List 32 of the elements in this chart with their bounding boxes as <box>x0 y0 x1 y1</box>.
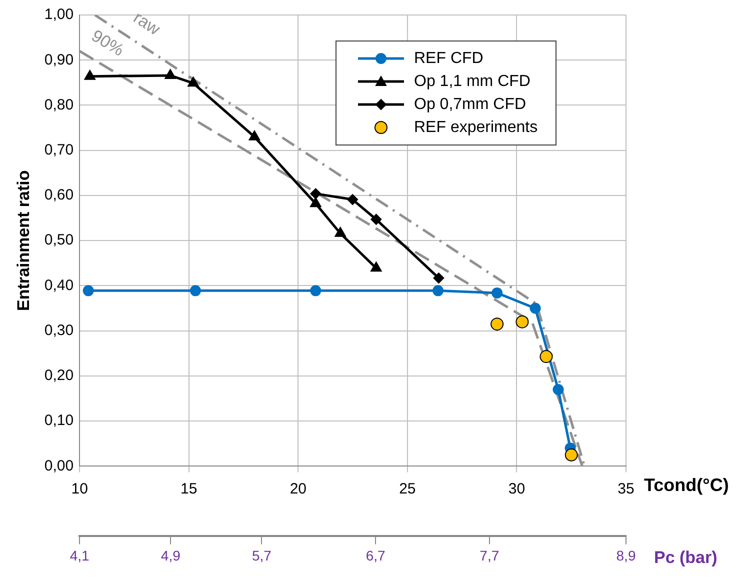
x2-tick-label: 4,9 <box>160 547 181 564</box>
legend-label: Op 0,7mm CFD <box>414 96 526 113</box>
legend-label: Op 1,1 mm CFD <box>414 72 530 90</box>
text: 90% <box>88 26 128 60</box>
x2-tick-label: 6,7 <box>366 547 386 564</box>
y-tick-label: 0,10 <box>44 412 74 430</box>
x-axis-title: Tcond(°C) <box>644 475 729 496</box>
x2-tick-label: 5,7 <box>252 547 272 564</box>
x-tick-label: 15 <box>180 480 198 498</box>
y-tick-label: 1,00 <box>44 6 74 24</box>
x2-axis-title: Pc (bar) <box>654 548 718 567</box>
x2-tick-label: 7,7 <box>480 547 500 564</box>
x2-tick-label: 4,1 <box>70 547 90 564</box>
y-tick-label: 0,20 <box>44 367 74 384</box>
legend-label: REF CFD <box>414 50 484 67</box>
y-tick-label: 0,50 <box>44 232 74 249</box>
x-tick-label: 10 <box>71 480 88 498</box>
legend-label: REF experiments <box>414 118 538 136</box>
text: raw <box>130 8 164 40</box>
x-tick-label: 30 <box>508 480 526 498</box>
y-tick-label: 0,80 <box>44 96 74 114</box>
y-tick-label: 0,90 <box>44 51 74 68</box>
y-axis-title: Entrainment ratio <box>14 170 33 311</box>
y-tick-label: 0,60 <box>44 186 74 204</box>
y-tick-label: 0,30 <box>44 322 74 339</box>
y-tick-label: 0,40 <box>44 276 74 294</box>
x-tick-label: 35 <box>618 480 634 498</box>
y-tick-label: 0,70 <box>44 142 74 158</box>
x-tick-label: 25 <box>399 480 416 498</box>
x-tick-label: 20 <box>290 480 306 498</box>
x2-tick-label: 8,9 <box>616 547 636 564</box>
y-tick-label: 0,00 <box>44 457 74 474</box>
